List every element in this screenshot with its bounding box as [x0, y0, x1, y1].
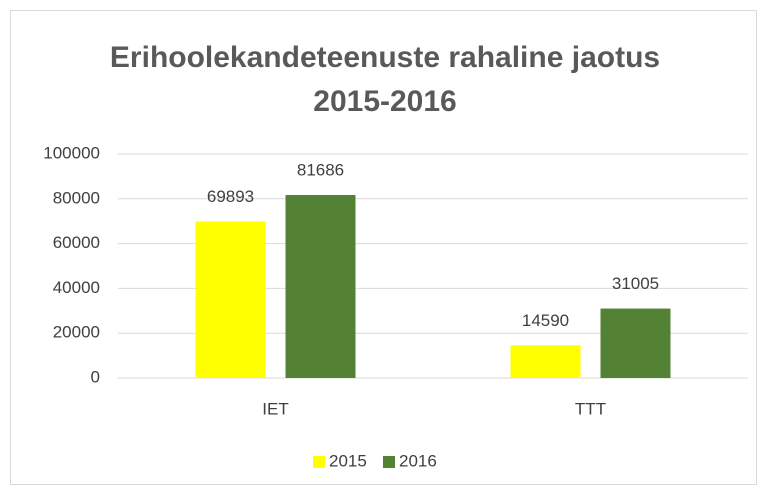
y-tick-label: 0: [91, 367, 100, 386]
legend-label: 2016: [399, 451, 437, 470]
data-label: 14590: [522, 311, 569, 330]
bar: [195, 221, 266, 378]
y-tick-label: 100000: [43, 143, 100, 162]
y-tick-label: 20000: [53, 323, 100, 342]
data-label: 81686: [297, 161, 344, 180]
y-tick-label: 40000: [53, 278, 100, 297]
x-tick-label: TTT: [575, 399, 606, 418]
chart-border: [10, 10, 757, 485]
bar: [510, 345, 581, 378]
y-tick-label: 80000: [53, 188, 100, 207]
y-tick-label: 60000: [53, 233, 100, 252]
data-label: 69893: [207, 187, 254, 206]
chart-title: Erihoolekandeteenuste rahaline jaotus 20…: [109, 41, 661, 118]
x-tick-label: IET: [262, 399, 288, 418]
legend-label: 2015: [329, 451, 367, 470]
legend-swatch: [383, 456, 395, 468]
bar: [285, 195, 356, 378]
legend-swatch: [313, 456, 325, 468]
bar: [600, 308, 671, 378]
data-label: 31005: [612, 274, 659, 293]
